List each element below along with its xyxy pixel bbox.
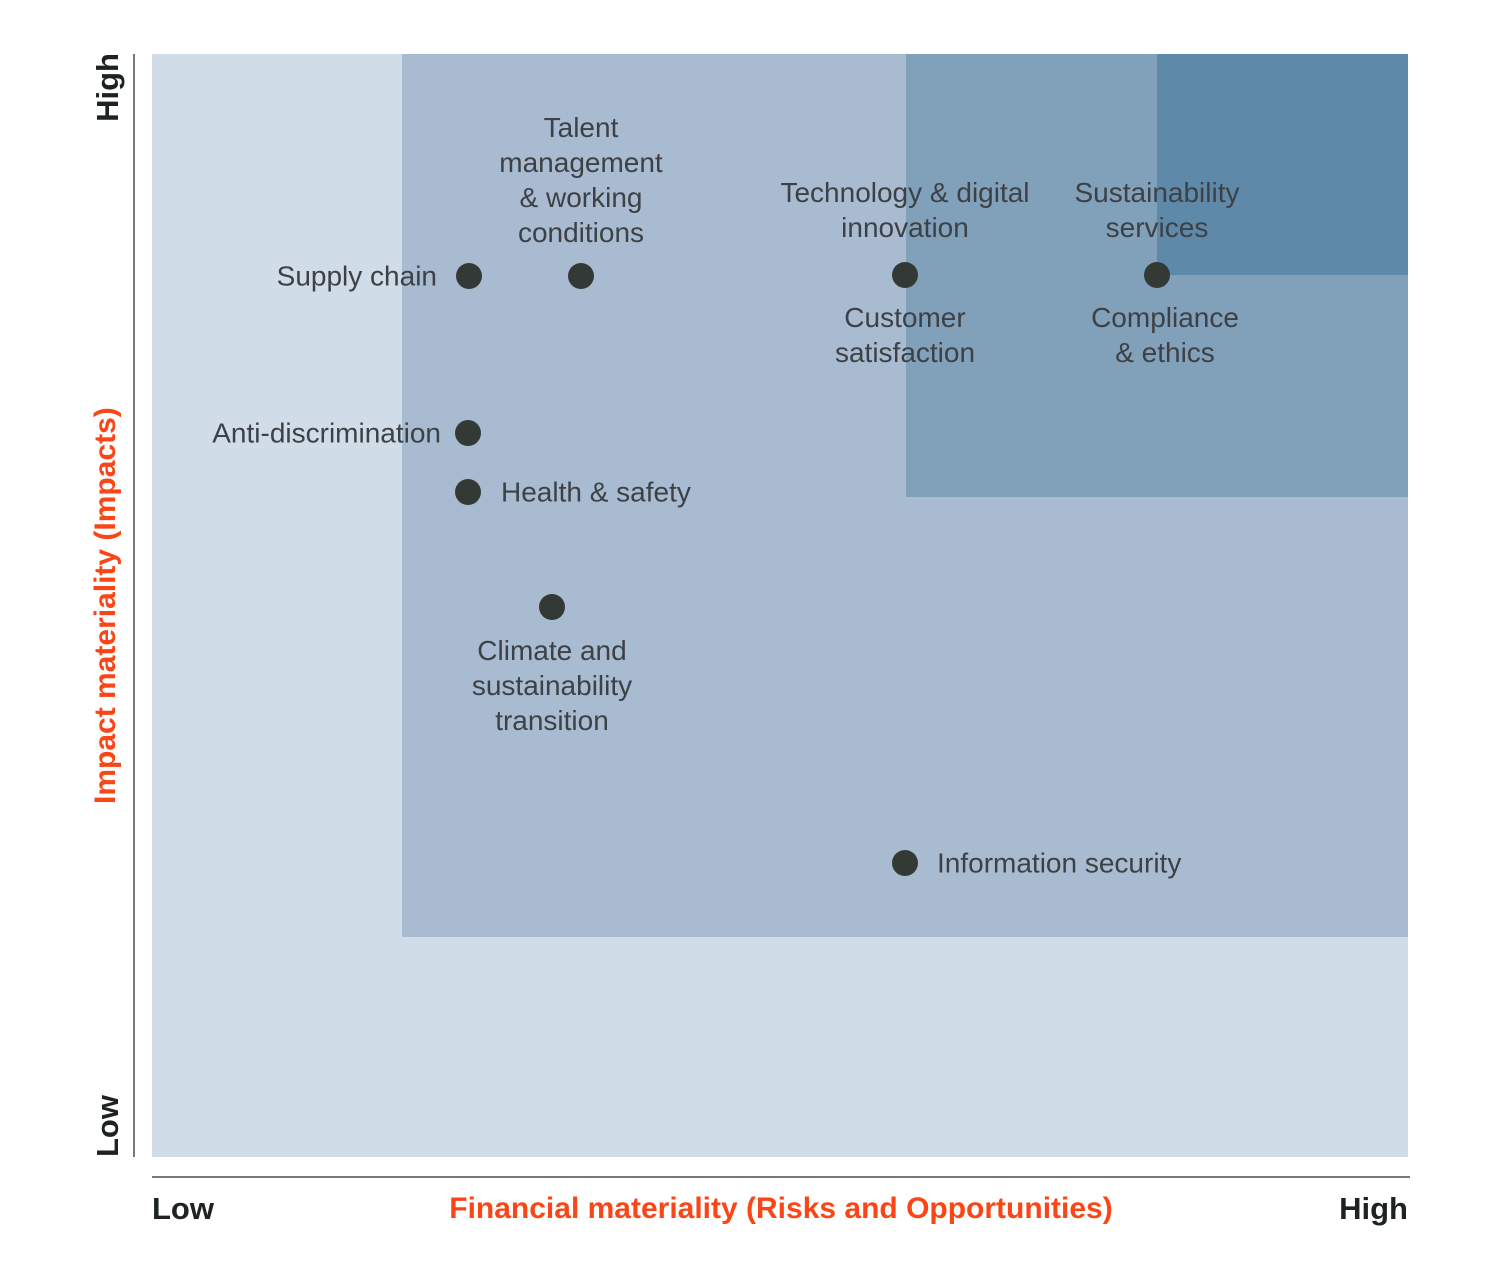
x-axis-title: Financial materiality (Risks and Opportu… <box>449 1192 1113 1225</box>
point-label-sustainability-services: Sustainability services <box>1074 177 1240 243</box>
data-point-climate-transition <box>539 594 565 620</box>
point-label-information-security: Information security <box>937 847 1182 879</box>
x-axis-high-label: High <box>1339 1191 1408 1226</box>
x-axis-low-label: Low <box>152 1191 214 1226</box>
point-label-climate-transition: Climate and sustainability transition <box>471 635 633 736</box>
data-point-information-security <box>892 850 918 876</box>
zone-very-high <box>1157 54 1408 275</box>
point-label-talent-management: Talent management & working conditions <box>499 112 663 248</box>
y-axis-title: Impact materiality (Impacts) <box>89 407 122 804</box>
data-point-health-safety <box>455 479 481 505</box>
point-label-health-safety: Health & safety <box>501 476 691 508</box>
data-point-anti-discrimination <box>455 420 481 446</box>
point-label-supply-chain: Supply chain <box>276 260 437 292</box>
data-point-supply-chain <box>456 263 482 289</box>
y-axis-low-label: Low <box>90 1095 125 1157</box>
data-point-technology-innovation <box>892 262 918 288</box>
x-axis-line <box>152 1176 1410 1178</box>
point-label-technology-innovation: Technology & digital innovation <box>780 177 1030 243</box>
point-label-anti-discrimination: Anti-discrimination <box>212 417 441 449</box>
point-label-customer-satisfaction: Customer satisfaction <box>834 302 976 368</box>
plot-area: Supply chain Talent management & working… <box>152 54 1408 1157</box>
data-point-talent-management <box>568 263 594 289</box>
data-point-sustainability-services <box>1144 262 1170 288</box>
y-axis-line <box>133 54 135 1157</box>
point-label-compliance-ethics: Compliance & ethics <box>1091 302 1239 368</box>
